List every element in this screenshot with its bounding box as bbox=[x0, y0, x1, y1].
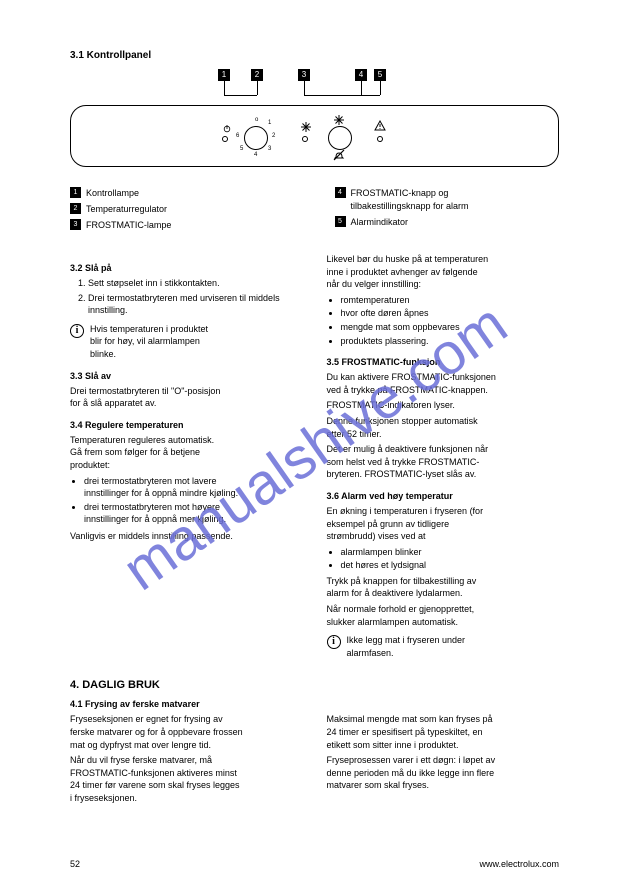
callout-line bbox=[361, 95, 380, 96]
sec-3-5-heading: 3.5 FROSTMATIC-funksjon bbox=[327, 357, 560, 367]
sec-3-5-p2: FROSTMATIC-indikatoren lyser. bbox=[327, 399, 560, 412]
callout-1: 1 bbox=[218, 69, 230, 81]
temperature-dial bbox=[244, 126, 268, 150]
sec-3-2-heading: 3.2 Slå på bbox=[70, 263, 303, 273]
info-icon: i bbox=[70, 324, 84, 338]
list-item: Drei termostatbryteren med urviseren til… bbox=[88, 292, 303, 317]
footer-url: www.electrolux.com bbox=[479, 859, 559, 869]
list-item: drei termostatbryteren mot lavere innsti… bbox=[84, 475, 303, 500]
right-p1: Likevel bør du huske på at temperaturen … bbox=[327, 253, 560, 291]
dial-label-o: o bbox=[255, 117, 258, 123]
list-item: Sett støpselet inn i stikkontakten. bbox=[88, 277, 303, 290]
info-block: i Ikke legg mat i fryseren under alarmfa… bbox=[327, 634, 560, 659]
legend-text: FROSTMATIC-lampe bbox=[86, 219, 171, 232]
snowflake-icon bbox=[301, 122, 311, 132]
page-number: 52 bbox=[70, 859, 80, 869]
control-panel-diagram: o 1 2 3 4 5 6 bbox=[70, 105, 559, 167]
section-3-1-heading: 3.1 Kontrollpanel bbox=[70, 50, 559, 61]
legend-item: 2Temperaturregulator bbox=[70, 203, 295, 216]
list-item: det høres et lydsignal bbox=[341, 559, 560, 572]
dial-num: 3 bbox=[268, 146, 271, 152]
legend-text: Alarmindikator bbox=[351, 216, 409, 229]
right-bullets: romtemperaturen hvor ofte døren åpnes me… bbox=[327, 294, 560, 347]
alarm-mute-icon bbox=[333, 149, 345, 161]
callout-line bbox=[304, 95, 361, 96]
sec-3-3-text: Drei termostatbryteren til "O"-posisjon … bbox=[70, 385, 303, 410]
list-item: hvor ofte døren åpnes bbox=[341, 307, 560, 320]
legend-item: 5Alarmindikator bbox=[335, 216, 560, 229]
sec-3-5-p1: Du kan aktivere FROSTMATIC-funksjonen ve… bbox=[327, 371, 560, 396]
list-item: mengde mat som oppbevares bbox=[341, 321, 560, 334]
page-content: 3.1 Kontrollpanel 1 2 3 4 5 o 1 2 3 4 bbox=[0, 0, 629, 845]
info-text: Hvis temperaturen i produktet blir for h… bbox=[90, 323, 208, 361]
callout-4: 4 bbox=[355, 69, 367, 81]
frostmatic-button bbox=[328, 126, 352, 150]
left-column: 3.2 Slå på Sett støpselet inn i stikkont… bbox=[70, 253, 303, 665]
legend-item: 4FROSTMATIC-knapp og tilbakestillingskna… bbox=[335, 187, 560, 213]
legend-text: FROSTMATIC-knapp og tilbakestillingsknap… bbox=[351, 187, 469, 213]
legend-item: 1Kontrollampe bbox=[70, 187, 295, 200]
sec-3-4-p1: Temperaturen reguleres automatisk. Gå fr… bbox=[70, 434, 303, 472]
pilot-light-icon bbox=[222, 136, 228, 142]
sec-3-5-p4: Det er mulig å deaktivere funksjonen når… bbox=[327, 443, 560, 481]
callout-5: 5 bbox=[374, 69, 386, 81]
warning-triangle-icon bbox=[374, 120, 386, 132]
callout-2: 2 bbox=[251, 69, 263, 81]
dial-num: 4 bbox=[254, 152, 257, 158]
callout-line bbox=[224, 81, 225, 95]
sec-3-4-bullets: drei termostatbryteren mot lavere innsti… bbox=[70, 475, 303, 526]
legend-text: Temperaturregulator bbox=[86, 203, 167, 216]
info-block: i Hvis temperaturen i produktet blir for… bbox=[70, 323, 303, 361]
list-item: produktets plassering. bbox=[341, 335, 560, 348]
sec-4-1-heading: 4.1 Frysing av ferske matvarer bbox=[70, 699, 303, 709]
callout-number-row: 1 2 3 4 5 bbox=[70, 69, 559, 101]
sec-3-6-p2: Trykk på knappen for tilbakestilling av … bbox=[327, 575, 560, 600]
sec-3-4-heading: 3.4 Regulere temperaturen bbox=[70, 420, 303, 430]
list-item: alarmlampen blinker bbox=[341, 546, 560, 559]
sec-3-3-heading: 3.3 Slå av bbox=[70, 371, 303, 381]
power-icon bbox=[223, 125, 231, 133]
alarm-indicator-icon bbox=[377, 136, 383, 142]
sec-3-6-p1: En økning i temperaturen i fryseren (for… bbox=[327, 505, 560, 543]
sec-3-5-p3: Denne funksjonen stopper automatisk ette… bbox=[327, 415, 560, 440]
sec-4-1-p1: Fryseseksjonen er egnet for frysing av f… bbox=[70, 713, 303, 751]
sec-3-6-bullets: alarmlampen blinker det høres et lydsign… bbox=[327, 546, 560, 572]
sec-3-4-note: Vanligvis er middels innstilling passend… bbox=[70, 530, 303, 543]
callout-line bbox=[304, 81, 305, 95]
callout-line bbox=[224, 95, 257, 96]
callout-line bbox=[257, 81, 258, 95]
dial-num: 1 bbox=[268, 120, 271, 126]
dial-num: 2 bbox=[272, 133, 275, 139]
sec-3-6-p3: Når normale forhold er gjenopprettet, sl… bbox=[327, 603, 560, 628]
info-text: Ikke legg mat i fryseren under alarmfase… bbox=[347, 634, 466, 659]
sec4-columns: 4.1 Frysing av ferske matvarer Fryseseks… bbox=[70, 697, 559, 804]
info-icon: i bbox=[327, 635, 341, 649]
sec-4-1-right-p2: Fryseprosessen varer i ett døgn: i løpet… bbox=[327, 754, 560, 792]
dial-num: 5 bbox=[240, 146, 243, 152]
legend-text: Kontrollampe bbox=[86, 187, 139, 200]
sec-3-2-steps: Sett støpselet inn i stikkontakten. Drei… bbox=[70, 277, 303, 317]
list-item: drei termostatbryteren mot høyere innsti… bbox=[84, 501, 303, 526]
callout-line bbox=[361, 81, 362, 95]
snowflake-icon bbox=[334, 115, 344, 125]
sec-4-heading: 4. DAGLIG BRUK bbox=[70, 679, 559, 691]
sec-4-1-right-p1: Maksimal mengde mat som kan fryses på 24… bbox=[327, 713, 560, 751]
legend-item: 3FROSTMATIC-lampe bbox=[70, 219, 295, 232]
body-columns: 3.2 Slå på Sett støpselet inn i stikkont… bbox=[70, 253, 559, 665]
dial-num: 6 bbox=[236, 133, 239, 139]
right-column: Likevel bør du huske på at temperaturen … bbox=[327, 253, 560, 665]
callout-3: 3 bbox=[298, 69, 310, 81]
list-item: romtemperaturen bbox=[341, 294, 560, 307]
callout-line bbox=[380, 81, 381, 95]
sec-4-1-p2: Når du vil fryse ferske matvarer, må FRO… bbox=[70, 754, 303, 804]
sec-3-6-heading: 3.6 Alarm ved høy temperatur bbox=[327, 491, 560, 501]
legend: 1Kontrollampe 2Temperaturregulator 3FROS… bbox=[70, 187, 559, 235]
frostmatic-lamp-icon bbox=[302, 136, 308, 142]
